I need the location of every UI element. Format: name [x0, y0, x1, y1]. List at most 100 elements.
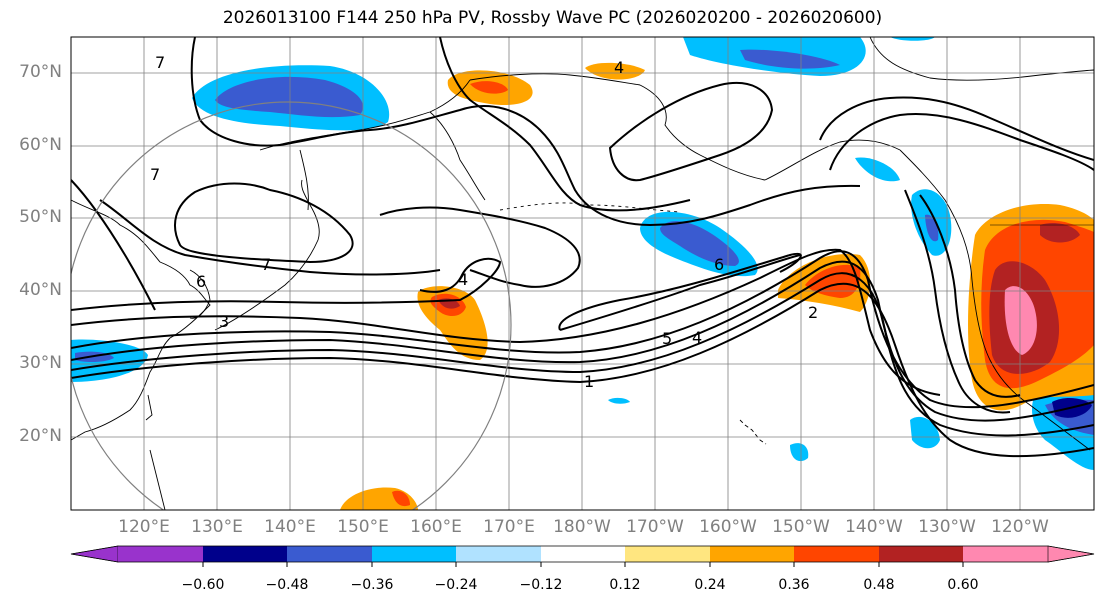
lat-label: 60°N	[19, 135, 62, 155]
lon-label: 160°E	[410, 517, 462, 537]
graticule	[71, 37, 1094, 510]
anomaly-blob-hawaii-east	[910, 416, 940, 449]
contour-label: 7	[155, 53, 165, 72]
pv-contour-alaska-ridge	[608, 82, 774, 182]
coastline-philippines	[149, 449, 166, 510]
contour-label: 1	[584, 372, 594, 391]
lon-label: 170°E	[483, 517, 535, 537]
lon-label: 130°E	[191, 517, 243, 537]
anomaly-blob-us-northeast-core	[1040, 223, 1080, 243]
lon-label: 150°W	[772, 517, 830, 537]
contour-label: 4	[614, 58, 624, 77]
colorbar-segment	[118, 546, 203, 562]
coastline-north-america-west	[899, 149, 1091, 451]
colorbar-tick-marks	[202, 562, 964, 567]
positive-anomaly-fill	[340, 62, 1094, 510]
pv-contour-far-west	[71, 179, 156, 311]
colorbar-tick-label: 0.24	[694, 577, 726, 593]
colorbar-tick-label: 0.12	[609, 577, 641, 593]
lon-label: 120°W	[991, 517, 1049, 537]
colorbar-segment	[287, 546, 372, 562]
colorbar-segment	[372, 546, 456, 562]
lon-label: 150°E	[337, 517, 389, 537]
colorbar-tick-label: 0.60	[947, 577, 979, 593]
colorbar-tick-label: 0.36	[778, 577, 810, 593]
colorbar	[70, 545, 1095, 567]
colorbar-segment	[963, 546, 1048, 562]
colorbar-segment	[456, 546, 541, 562]
coastline-kamchatka	[429, 111, 486, 201]
coastline-taiwan	[145, 394, 153, 421]
coastline-asia-mainland	[71, 199, 211, 441]
lat-label: 20°N	[19, 426, 62, 446]
pv-contour-5	[71, 248, 941, 396]
colorbar-tick-label: −0.60	[181, 577, 225, 593]
pv-contour-trough-west	[904, 189, 1011, 414]
coastline-alaska-west	[639, 84, 766, 181]
map-layers: 7 7 7 6 3 4 4 6 5 4 2 1	[71, 37, 1094, 510]
anomaly-blob-siberia-core	[215, 76, 364, 118]
anomaly-blob-gulf-of-alaska-core	[660, 221, 739, 266]
lon-label: 140°E	[264, 517, 316, 537]
pv-contour-7b	[174, 182, 354, 264]
coastline-hawaii	[739, 419, 767, 445]
pv-contour-trough-east	[919, 194, 1021, 398]
pv-contour-1	[71, 282, 1094, 458]
lon-label: 170°W	[626, 517, 684, 537]
colorbar-extend-max	[1047, 545, 1095, 563]
colorbar-tick-label: −0.48	[265, 577, 309, 593]
coastline-chukotka	[469, 73, 641, 86]
lat-label: 50°N	[19, 207, 62, 227]
coastline-sakhalin	[299, 149, 309, 211]
anomaly-blob-small-3	[608, 397, 630, 404]
coastline-okhotsk	[259, 79, 471, 151]
contour-label: 7	[261, 255, 271, 274]
contour-label: 6	[714, 255, 724, 274]
colorbar-segment	[203, 546, 287, 562]
colorbar-segment	[541, 546, 625, 562]
contour-label: 6	[196, 272, 206, 291]
region-circle	[71, 101, 512, 510]
contour-label: 7	[150, 165, 160, 184]
figure-title: 2026013100 F144 250 hPa PV, Rossby Wave …	[222, 8, 883, 28]
anomaly-blob-philippine-sea-core	[392, 490, 410, 507]
anomaly-blob-small-4	[890, 37, 935, 41]
pv-contour-7	[99, 199, 441, 276]
anomaly-blob-kamchatka-core	[470, 81, 508, 94]
contour-label: 3	[219, 312, 229, 331]
colorbar-segment	[710, 546, 794, 562]
anomaly-blob-small-2	[855, 157, 900, 182]
lon-label: 130°W	[918, 517, 976, 537]
lon-label: 160°W	[699, 517, 757, 537]
coastline-canada-arctic	[869, 37, 1094, 81]
pv-contour-6	[71, 254, 801, 331]
contour-label: 5	[662, 329, 672, 348]
colorbar-tick-label: −0.24	[434, 577, 478, 593]
pv-contour-2	[71, 272, 1094, 437]
pv-contour-west-pacific	[379, 206, 581, 288]
colorbar-segment	[879, 546, 963, 562]
colorbar-tick-label: −0.36	[350, 577, 394, 593]
lon-label: 140°W	[845, 517, 903, 537]
contour-label: 4	[458, 270, 468, 289]
anomaly-blob-western-us-pink	[1004, 286, 1037, 355]
lat-label: 70°N	[19, 62, 62, 82]
map-frame	[70, 36, 1095, 511]
coastlines	[71, 37, 1094, 510]
pv-contour-high-arctic	[190, 37, 861, 227]
anomaly-blob-small-1	[790, 443, 809, 462]
colorbar-segment	[794, 546, 879, 562]
colorbar-tick-label: 0.48	[863, 577, 895, 593]
anomaly-blob-arctic-core	[740, 49, 840, 69]
colorbar-extend-min	[70, 545, 119, 563]
pv-contour-labels: 7 7 7 6 3 4 4 6 5 4 2 1	[150, 53, 818, 391]
coastline-japan	[214, 179, 320, 331]
pv-contour-6b	[558, 252, 802, 331]
pv-contour-3	[71, 260, 1094, 422]
pv-contour-4	[71, 250, 1094, 409]
colorbar-outline	[70, 545, 1095, 563]
colorbar-tick-label: −0.12	[519, 577, 563, 593]
lat-label: 30°N	[19, 353, 62, 373]
